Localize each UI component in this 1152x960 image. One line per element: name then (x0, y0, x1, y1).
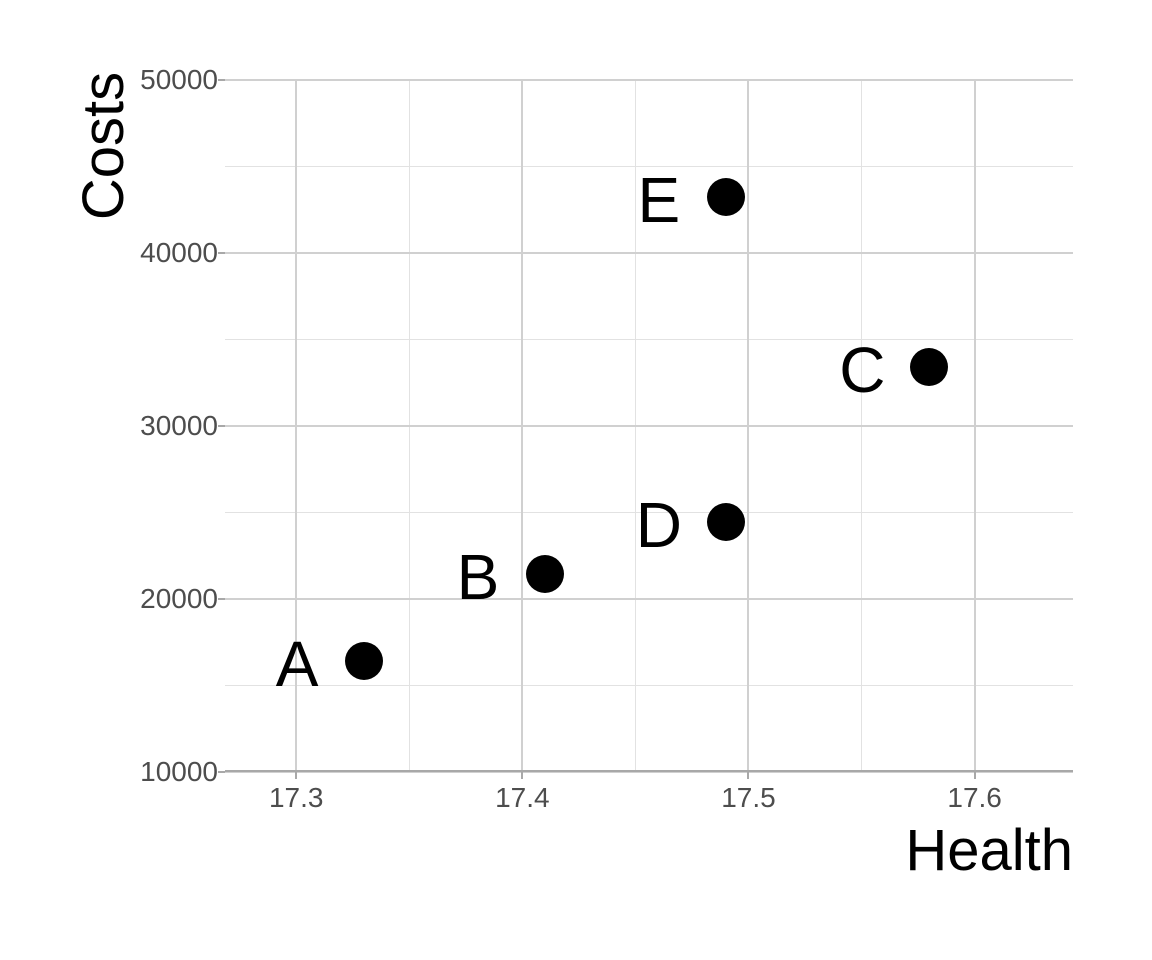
x-tick-mark (747, 772, 750, 779)
point-label-B: B (456, 540, 500, 613)
y-tick-mark (218, 79, 225, 81)
major-gridline-x (973, 80, 976, 772)
y-axis-title-text: Costs (71, 71, 136, 221)
y-tick-label: 30000 (140, 410, 218, 441)
point-label-D: D (635, 489, 682, 561)
x-tick-label: 17.6 (947, 782, 1002, 813)
major-gridline-x (295, 80, 298, 772)
data-point-D (706, 503, 745, 541)
major-gridline-x (747, 80, 750, 772)
minor-gridline-y (225, 684, 1073, 687)
x-axis-title: Health (905, 818, 1073, 883)
minor-gridline-y (225, 511, 1073, 514)
point-label-C: C (839, 334, 886, 407)
y-tick-mark (218, 771, 225, 773)
x-tick-mark (973, 772, 976, 779)
data-point-E (706, 177, 745, 216)
major-gridline-y (225, 425, 1073, 427)
y-tick-label: 50000 (140, 64, 218, 95)
x-tick-label: 17.5 (721, 782, 776, 813)
x-tick-mark (521, 772, 524, 779)
data-point-C (910, 348, 949, 387)
point-label-E: E (637, 163, 681, 236)
x-tick-label: 17.3 (268, 782, 324, 813)
minor-gridline-y (225, 338, 1073, 341)
minor-gridline-y (225, 165, 1073, 168)
major-gridline-y (225, 79, 1073, 81)
major-gridline-x (521, 80, 524, 772)
point-label-A: A (275, 628, 319, 701)
x-tick-mark (295, 772, 298, 779)
x-tick-label: 17.4 (495, 782, 550, 813)
x-axis-line (225, 770, 1073, 772)
major-gridline-y (225, 771, 1073, 773)
major-gridline-y (225, 598, 1073, 600)
y-tick-label: 20000 (140, 583, 218, 614)
y-tick-label: 40000 (140, 237, 218, 268)
y-tick-mark (218, 425, 225, 427)
data-point-B (525, 554, 564, 593)
major-gridline-y (225, 252, 1073, 254)
y-tick-mark (218, 252, 225, 254)
y-tick-label: 10000 (140, 756, 218, 787)
data-point-A (345, 642, 384, 681)
plot-area: A B C D E (225, 79, 1073, 773)
y-tick-mark (218, 598, 225, 600)
